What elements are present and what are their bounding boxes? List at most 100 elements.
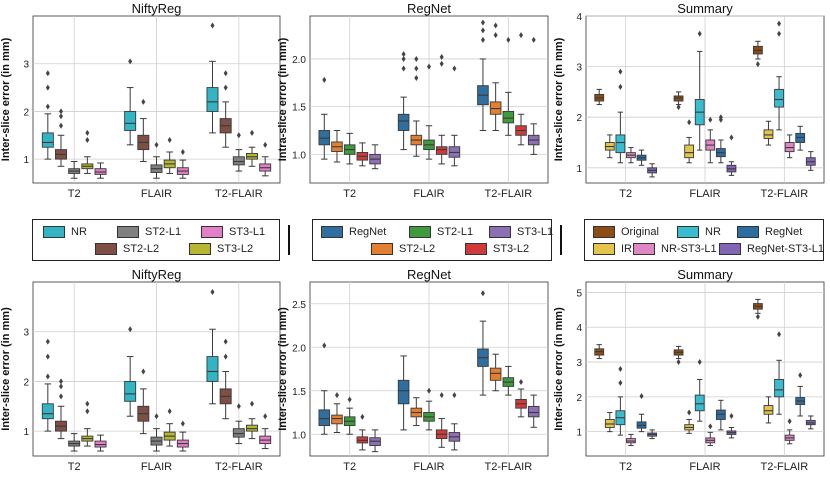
y-tick-label: 2.0 [292,343,306,354]
box-regnet [636,393,647,433]
box-ir [684,409,695,434]
legend-separator-1 [288,225,290,255]
x-tick-label: T2-FLAIR [760,188,808,200]
box-nr [41,338,54,432]
box-nr [124,326,137,417]
box-ir [763,396,774,424]
box-regnet-st3-l1 [726,412,737,439]
box-original [673,91,684,111]
outlier-point [618,366,623,372]
box-st3-l2 [435,54,448,165]
outlier-point [167,137,172,144]
chart-title: NiftyReg [132,1,182,16]
outlier-point [718,114,723,121]
outlier-point [519,32,524,39]
legend-item: RegNet [737,226,802,238]
legend-label: ST3-L1 [229,226,266,238]
legend-swatch [593,226,615,238]
outlier-point [236,403,241,410]
box-st3-l1 [527,394,540,428]
box-original [594,344,605,360]
box-st2-l2 [489,22,502,132]
box-regnet [397,51,410,151]
outlier-point [531,36,536,43]
y-tick-label: 2 [576,113,582,124]
y-tick-label: 2.0 [292,55,306,66]
y-tick-label: 3 [23,328,29,339]
box-original [673,345,684,366]
y-axis-label: Inter-slice error (in mm) [0,307,12,431]
box-nr-st3-l1 [784,418,795,445]
box-ir [604,134,615,159]
outlier-point [85,129,90,136]
y-tick-label: 2 [23,107,29,118]
y-tick-label: 5 [576,288,582,299]
outlier-point [439,54,444,61]
legend-item: NR [677,226,721,238]
box-st2-l1 [232,132,245,172]
outlier-point [223,353,228,360]
x-tick-label: T2 [619,461,632,473]
x-tick-label: FLAIR [141,188,172,200]
legend-swatch [95,243,117,255]
box-body [331,414,343,425]
box-st3-l1 [369,144,381,170]
outlier-point [360,413,365,420]
box-nr-st3-l1 [626,147,636,164]
box-body [232,428,245,438]
box-nr-st3-l1 [705,116,716,164]
legend-item: ST2-L2 [95,243,159,255]
outlier-point [414,75,419,82]
outlier-point [493,22,498,29]
chart-1: 1 2 3 T2 FLAIR T2-FLAIR NiftyReg Inter-slice er… [0,1,281,200]
box-nr [206,22,219,134]
box-nr [774,331,784,415]
outlier-point [250,400,255,407]
box-body [124,380,137,402]
legend-item: ST3-L2 [189,243,253,255]
chart-2: 1.0 1.5 2.0 T2 FLAIR T2-FLAIR RegNet Intra-slic… [277,1,549,200]
legend-label: IR [621,243,632,255]
outlier-point [45,373,50,380]
legend-swatch [409,226,431,238]
outlier-point [427,387,431,394]
y-axis-label: Inter-slice error (in mm) [277,307,289,431]
legend-label: ST2-L1 [437,226,474,238]
box-regnet-st3-l1 [726,134,737,176]
box-st3-l1 [369,429,381,453]
chart-title: RegNet [407,1,451,16]
box-st3-l2 [515,379,527,418]
box-body [397,113,410,131]
outlier-point [263,141,268,148]
outlier-point [223,84,228,91]
x-tick-label: T2 [343,461,356,473]
legend-niftyreg: NR ST2-L1 ST3-L1 ST2-L2 ST3-L2 [32,219,280,261]
outlier-point [755,313,760,320]
outlier-point [519,379,524,386]
box-ir [684,119,695,164]
box-st3-l2 [356,413,369,451]
box-regnet-st3-l1 [805,415,816,430]
outlier-point [676,104,681,111]
legend-label: RegNet [765,226,803,238]
outlier-point [322,76,327,83]
box-st2-l2 [137,98,150,163]
box-regnet [795,125,806,151]
box-original [752,40,763,68]
legend-item: IR [593,243,632,255]
outlier-point [210,22,215,29]
outlier-point [180,148,185,155]
outlier-point [347,396,352,403]
box-body [684,144,695,159]
box-body [124,110,137,131]
legend-label: ST2-L2 [123,243,160,255]
box-regnet [715,399,726,431]
legend-swatch [117,226,139,238]
box-nr [694,359,705,422]
box-st2-l1 [232,403,245,445]
chart-title: RegNet [407,267,451,282]
box-st3-l1 [448,392,461,451]
outlier-point [697,359,702,366]
box-regnet [636,149,647,166]
box-body [774,378,784,398]
